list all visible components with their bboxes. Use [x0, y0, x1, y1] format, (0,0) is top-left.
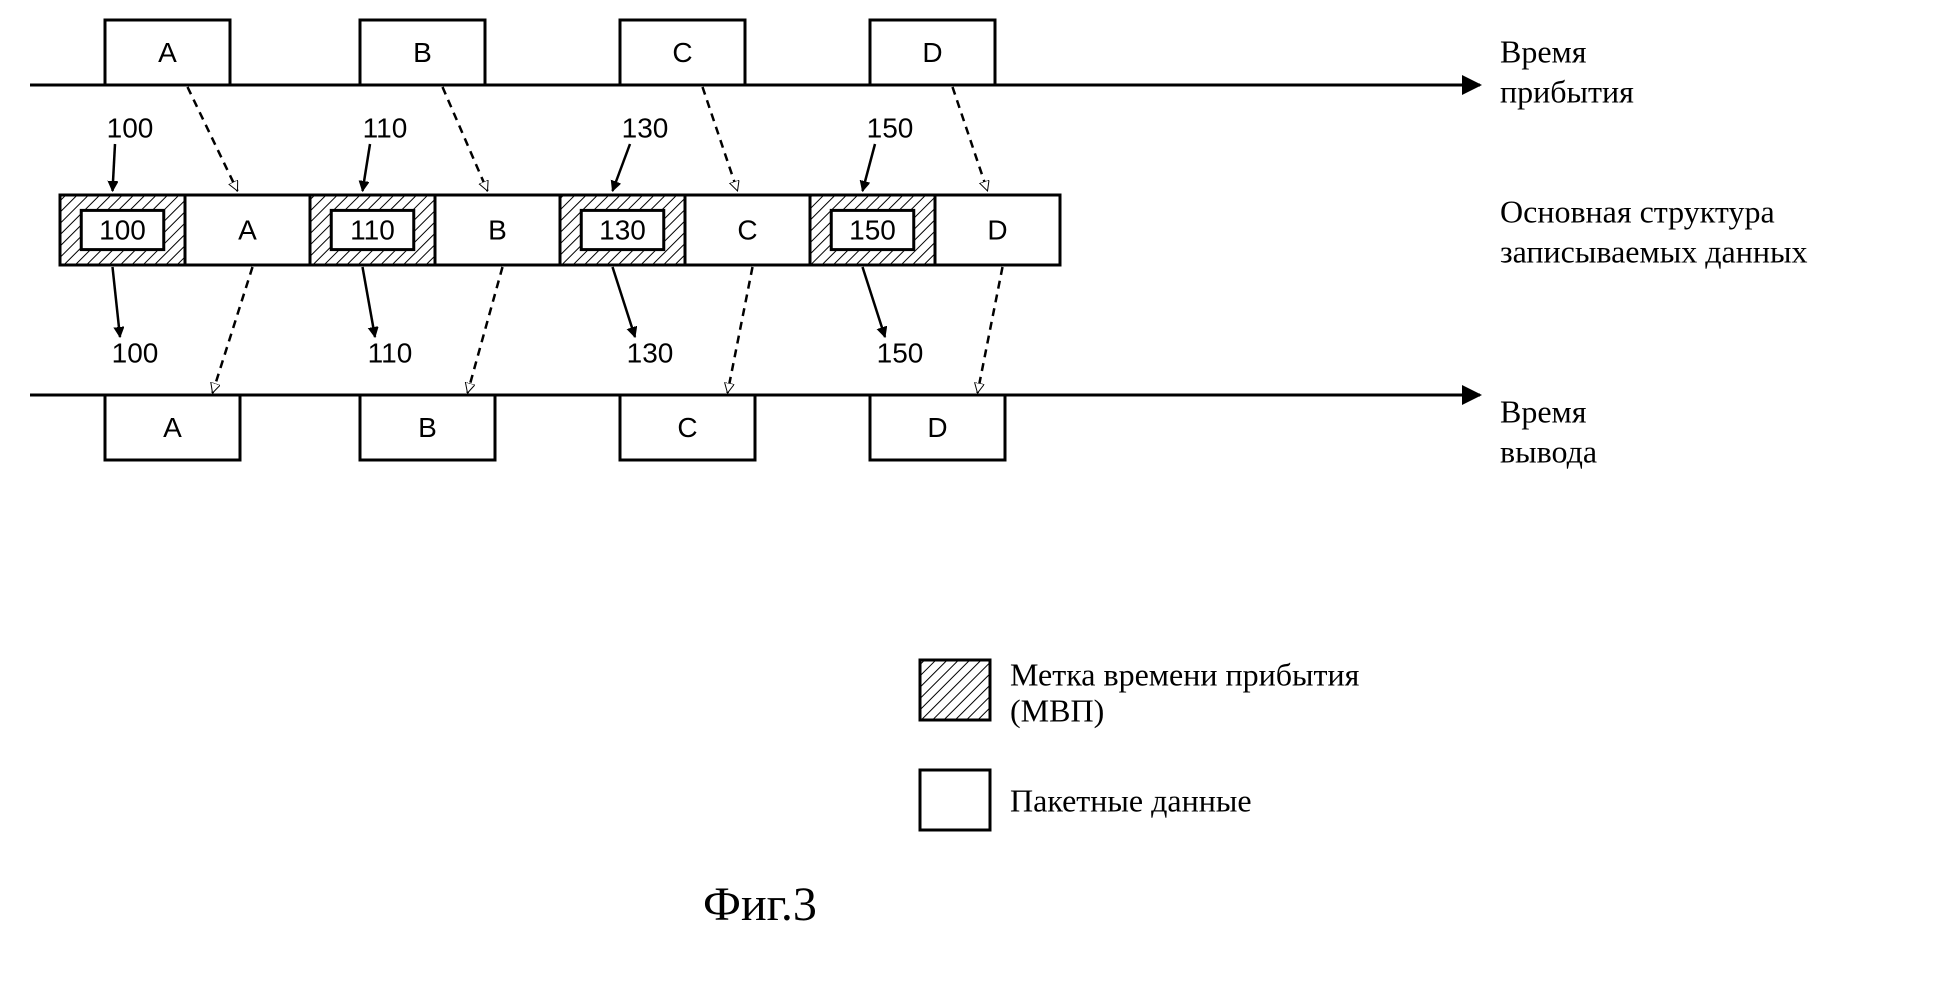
svg-text:130: 130 [622, 112, 669, 143]
svg-text:130: 130 [627, 337, 674, 368]
svg-text:B: B [413, 37, 432, 68]
svg-text:150: 150 [849, 214, 896, 245]
svg-text:100: 100 [99, 214, 146, 245]
svg-text:записываемых данных: записываемых данных [1500, 233, 1807, 269]
svg-text:Основная структура: Основная структура [1500, 193, 1775, 229]
svg-text:Пакетные данные: Пакетные данные [1010, 782, 1252, 818]
svg-text:110: 110 [368, 337, 413, 368]
svg-text:Фиг.3: Фиг.3 [703, 878, 817, 931]
svg-text:C: C [737, 214, 757, 245]
svg-text:110: 110 [363, 112, 408, 143]
svg-text:(МВП): (МВП) [1010, 692, 1104, 728]
svg-text:150: 150 [867, 112, 914, 143]
svg-text:C: C [677, 412, 697, 443]
svg-text:B: B [418, 412, 437, 443]
svg-text:D: D [987, 214, 1007, 245]
svg-text:прибытия: прибытия [1500, 73, 1634, 109]
svg-text:100: 100 [112, 337, 159, 368]
svg-text:150: 150 [877, 337, 924, 368]
svg-text:130: 130 [599, 214, 646, 245]
svg-text:A: A [238, 214, 257, 245]
figure-svg: A B C D 100 A 110 B 130 C 150 D A B C D 100 100 110 110 130 1… [0, 0, 1948, 989]
svg-text:A: A [158, 37, 177, 68]
svg-text:Время: Время [1500, 33, 1587, 69]
svg-text:100: 100 [107, 112, 154, 143]
svg-text:вывода: вывода [1500, 433, 1597, 469]
svg-text:D: D [922, 37, 942, 68]
svg-text:B: B [488, 214, 507, 245]
svg-text:A: A [163, 412, 182, 443]
svg-text:Время: Время [1500, 393, 1587, 429]
svg-text:C: C [672, 37, 692, 68]
svg-text:110: 110 [350, 214, 395, 245]
svg-text:D: D [927, 412, 947, 443]
svg-text:Метка времени прибытия: Метка времени прибытия [1010, 656, 1360, 692]
